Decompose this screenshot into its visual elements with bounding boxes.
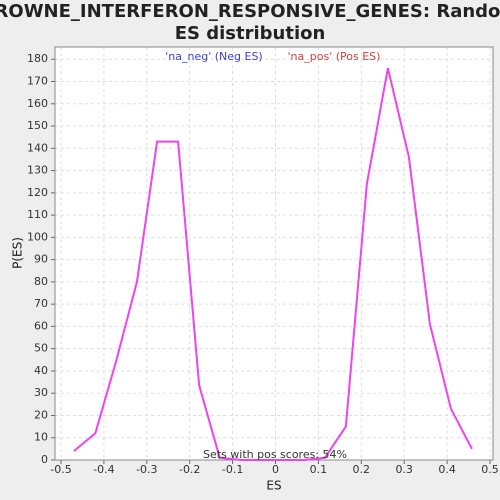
y-tick-label: 80 — [34, 275, 48, 288]
y-tick-label: 170 — [27, 75, 48, 88]
x-tick-label: 0 — [272, 463, 279, 476]
y-tick-label: 60 — [34, 319, 48, 332]
y-tick-label: 100 — [27, 230, 48, 243]
x-tick-label: 0.2 — [353, 463, 371, 476]
plot-area — [55, 47, 493, 460]
x-tick-label: 0.5 — [481, 463, 499, 476]
x-tick-label: 0.3 — [395, 463, 413, 476]
y-tick-label: 110 — [27, 208, 48, 221]
y-tick-label: 20 — [34, 408, 48, 421]
y-tick-label: 150 — [27, 119, 48, 132]
x-tick-label: -0.2 — [179, 463, 200, 476]
x-tick-label: 0.4 — [438, 463, 456, 476]
legend-pos: 'na_pos' (Pos ES) — [288, 50, 381, 63]
y-axis-label: P(ES) — [11, 237, 25, 269]
series-line — [73, 67, 473, 461]
x-tick-label: -0.5 — [50, 463, 71, 476]
x-tick-label: -0.3 — [136, 463, 157, 476]
x-tick-label: 0.1 — [310, 463, 328, 476]
x-tick-label: -0.4 — [93, 463, 114, 476]
y-tick-label: 140 — [27, 141, 48, 154]
x-tick-label: -0.1 — [222, 463, 243, 476]
y-tick-label: 180 — [27, 52, 48, 65]
y-tick-label: 120 — [27, 186, 48, 199]
y-tick-label: 130 — [27, 164, 48, 177]
y-tick-label: 30 — [34, 386, 48, 399]
chart-title: BROWNE_INTERFERON_RESPONSIVE_GENES: Rand… — [0, 1, 500, 44]
y-tick-label: 0 — [41, 453, 48, 466]
y-tick-label: 90 — [34, 253, 48, 266]
legend-neg: 'na_neg' (Neg ES) — [165, 50, 262, 63]
y-tick-label: 160 — [27, 97, 48, 110]
y-tick-label: 10 — [34, 431, 48, 444]
annotation: Sets with pos scores: 54% — [203, 448, 347, 461]
x-axis-label: ES — [266, 479, 281, 493]
y-tick-label: 70 — [34, 297, 48, 310]
y-tick-label: 50 — [34, 342, 48, 355]
y-tick-label: 40 — [34, 364, 48, 377]
